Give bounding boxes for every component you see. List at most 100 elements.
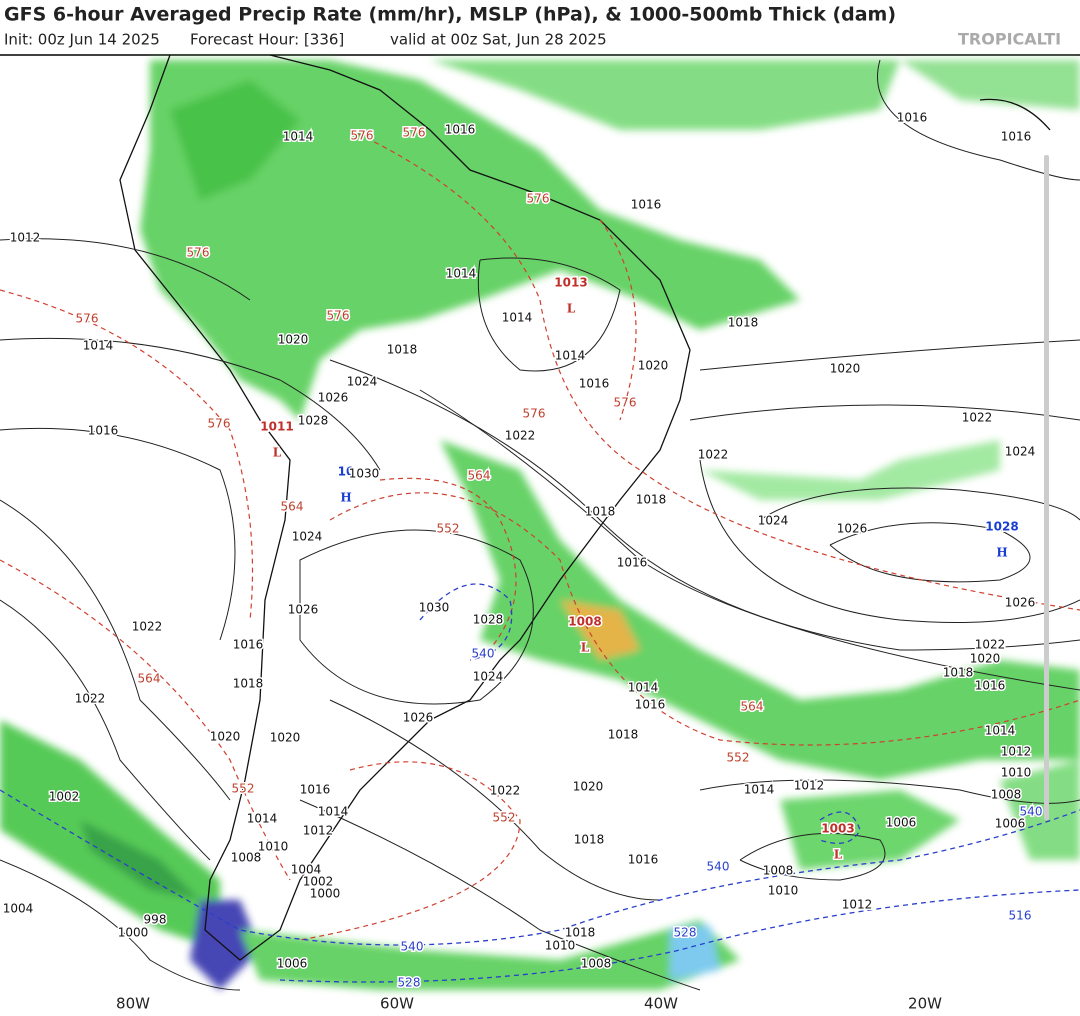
isobar-label: 1014 [744, 783, 775, 797]
coastline [119, 54, 1051, 961]
isobar-label: 1026 [1005, 596, 1036, 610]
isobar-label: 1012 [1001, 745, 1032, 759]
isobar-label: 1024 [758, 514, 789, 528]
isobar-label: 1016 [1001, 130, 1032, 144]
title: GFS 6-hour Averaged Precip Rate (mm/hr),… [4, 4, 896, 26]
isobar-label: 1022 [505, 429, 536, 443]
isobar-label: 1002 [49, 790, 80, 804]
thickness-label: 564 [468, 469, 491, 483]
isobar-label: 1016 [617, 556, 648, 570]
pressure-letter: H [996, 546, 1007, 560]
isobar-label: 1016 [628, 853, 659, 867]
thickness-label: 564 [138, 672, 161, 686]
isobar-label: 1006 [995, 817, 1026, 831]
isobar-label: 1020 [638, 359, 669, 373]
thickness-label: 576 [208, 417, 231, 431]
pressure-value: 1003 [821, 822, 854, 836]
pressure-letter: L [567, 302, 576, 316]
x-axis-label: 80W [116, 995, 150, 1013]
thickness-label-cold: 528 [398, 976, 421, 990]
isobar-label: 1028 [473, 613, 504, 627]
isobar-label: 1026 [837, 522, 868, 536]
isobar-label: 1016 [445, 123, 476, 137]
isobar-label: 1018 [233, 677, 264, 691]
isobar-label: 1014 [283, 130, 314, 144]
pressure-letter: L [273, 446, 282, 460]
isobar-label: 1014 [502, 311, 533, 325]
pressure-value: 1028 [985, 520, 1018, 534]
thickness-label-cold: 540 [707, 860, 730, 874]
isobar-label: 1018 [574, 833, 605, 847]
isobar-label: 1002 [303, 875, 334, 889]
precip [0, 60, 1080, 990]
isobar-label: 1026 [288, 603, 319, 617]
thickness-label-cold: 528 [674, 926, 697, 940]
thickness-label: 576 [76, 312, 99, 326]
thickness-label-cold: 540 [1020, 805, 1043, 819]
isobar-label: 1020 [573, 780, 604, 794]
isobar-label: 1020 [210, 730, 241, 744]
isobar-label: 1022 [75, 692, 106, 706]
scrollbar[interactable] [1044, 155, 1049, 820]
isobar-label: 1010 [768, 884, 799, 898]
isobar-label: 1010 [258, 840, 289, 854]
isobar-label: 1014 [555, 349, 586, 363]
watermark: TROPICALTI [958, 30, 1061, 49]
pressure-value: 1008 [568, 615, 601, 629]
isobar-label: 1018 [585, 505, 616, 519]
isobar-label: 1020 [970, 652, 1001, 666]
thickness-label: 576 [527, 192, 550, 206]
valid-time: valid at 00z Sat, Jun 28 2025 [390, 31, 607, 49]
isobar-label: 1026 [403, 711, 434, 725]
x-axis-label: 20W [908, 995, 942, 1013]
isobar-label: 1024 [1005, 445, 1036, 459]
isobar-label: 1000 [118, 926, 149, 940]
isobar-label: 1012 [794, 779, 825, 793]
isobar-label: 1018 [728, 316, 759, 330]
isobar-label: 1030 [419, 601, 450, 615]
isobar-label: 1024 [473, 670, 504, 684]
thickness-label: 576 [187, 246, 210, 260]
isobar-label: 1022 [962, 411, 993, 425]
isobar-label: 1008 [991, 788, 1022, 802]
isobar-label: 1030 [349, 467, 380, 481]
isobar-label: 1022 [490, 784, 521, 798]
isobar-label: 1016 [579, 377, 610, 391]
isobar-label: 1020 [278, 333, 309, 347]
isobar-label: 1022 [132, 620, 163, 634]
x-axis-label: 40W [644, 995, 678, 1013]
isobar-label: 1014 [628, 681, 659, 695]
isobar-label: 1028 [298, 414, 329, 428]
isobar-label: 1006 [277, 957, 308, 971]
thickness-cold [0, 583, 1080, 983]
isobar-label: 1020 [830, 362, 861, 376]
pressure-letter: L [834, 848, 843, 862]
isobar-label: 1020 [270, 731, 301, 745]
thickness-label-cold: 516 [1009, 909, 1032, 923]
isobar-label: 1018 [636, 493, 667, 507]
pressure-value: 1011 [260, 420, 293, 434]
isobar-label: 1016 [975, 679, 1006, 693]
thickness-label: 552 [232, 782, 255, 796]
isobar-label: 1016 [897, 111, 928, 125]
isobar-label: 1004 [3, 902, 34, 916]
isobar-label: 1008 [581, 957, 612, 971]
isobar-label: 1008 [231, 851, 262, 865]
isobar-label: 1004 [291, 863, 322, 877]
thickness-label: 552 [727, 751, 750, 765]
thickness-label: 552 [437, 522, 460, 536]
isobar-label: 1014 [985, 724, 1016, 738]
thickness-label-cold: 540 [401, 940, 424, 954]
isobar-label: 1024 [347, 375, 378, 389]
isobar-label: 1022 [698, 448, 729, 462]
thickness-label: 564 [741, 700, 764, 714]
thickness-label: 576 [403, 126, 426, 140]
isobar-label: 1016 [233, 638, 264, 652]
isobar-label: 1012 [303, 824, 334, 838]
init: Init: 00z Jun 14 2025 [4, 31, 160, 49]
isobar-label: 1006 [886, 816, 917, 830]
isobar-label: 1010 [1001, 766, 1032, 780]
isobar-label: 1008 [763, 864, 794, 878]
